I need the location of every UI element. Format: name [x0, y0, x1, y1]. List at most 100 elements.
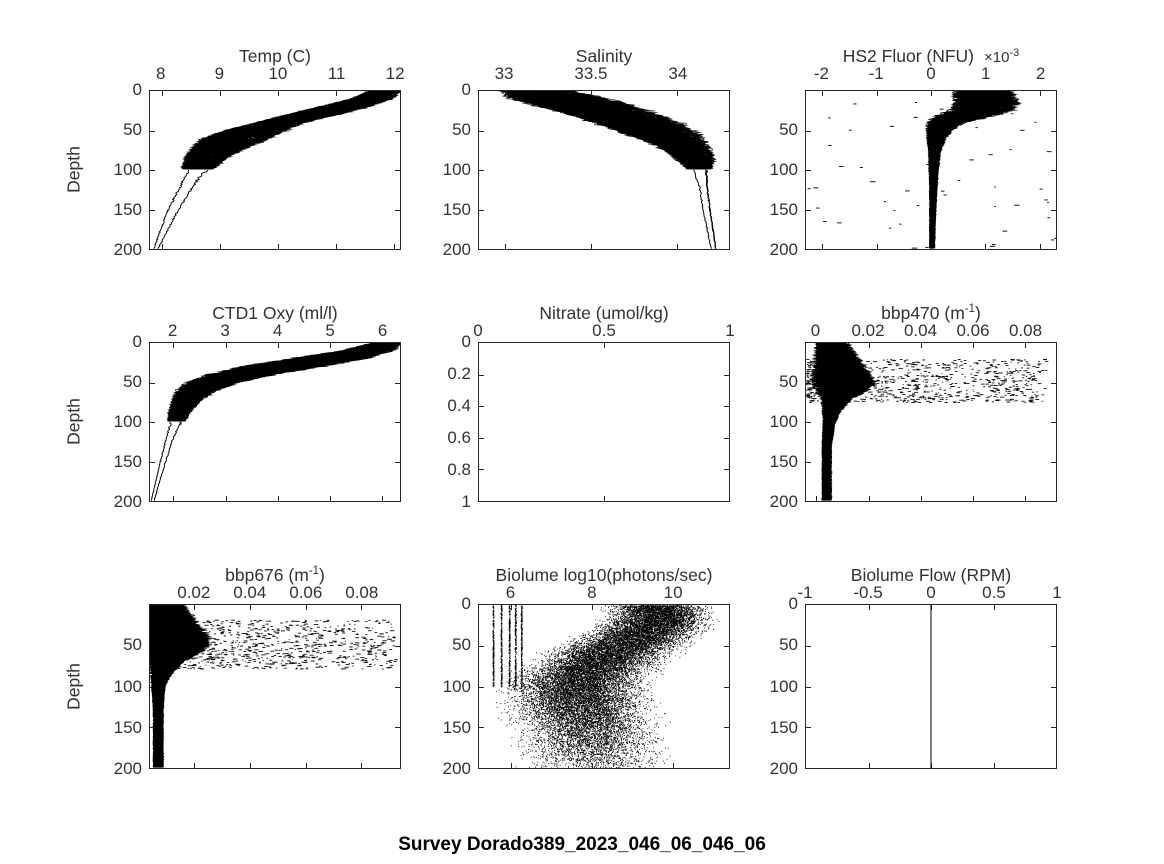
data-layer-biolume — [479, 605, 729, 768]
y-tick-label: 150 — [769, 717, 798, 737]
data-layer-hs2fluor — [806, 91, 1056, 249]
y-axis-label-temp: Depth — [63, 146, 84, 193]
x-tick-label: 0.06 — [289, 583, 323, 602]
y-tick-label: 50 — [123, 120, 142, 139]
data-layer-bbp470 — [806, 343, 1056, 501]
x-tick-label: 0.02 — [177, 583, 211, 602]
x-tick-label: 0 — [473, 321, 483, 340]
data-layer-temp — [150, 91, 400, 249]
y-tick-labels-temp: 0 50 100 150 200 — [69, 80, 142, 259]
y-tick-label: 200 — [113, 240, 142, 259]
y-tick-label: 100 — [113, 160, 142, 179]
x-tick-label: 8 — [155, 64, 166, 83]
data-layer-biolumeflow — [806, 605, 1056, 768]
x-tick-label: -1 — [797, 583, 813, 602]
y-tick-label: 150 — [769, 200, 798, 219]
y-tick-label: 0 — [461, 594, 471, 613]
plot-area-hs2fluor[interactable] — [805, 90, 1057, 250]
y-tick-label: 200 — [769, 759, 798, 778]
y-tick-label: 150 — [769, 452, 798, 471]
plot-area-ctd1oxy[interactable] — [149, 342, 401, 502]
plot-area-biolumeflow[interactable] — [805, 604, 1057, 769]
y-tick-label: 200 — [769, 492, 798, 511]
x-tick-label: 0.06 — [956, 321, 990, 340]
panel-title-temp: Temp (C) — [239, 46, 311, 66]
y-tick-label: 150 — [113, 717, 142, 737]
y-axis-tick — [479, 437, 484, 439]
x-tick-label: 3 — [220, 321, 230, 340]
x-tick-labels-nitrate: 0 0.5 1 — [473, 321, 734, 341]
x-tick-label: 34 — [668, 64, 688, 83]
y-tick-label: 50 — [123, 635, 142, 655]
y-tick-label: 100 — [113, 412, 142, 431]
panel-title-nitrate: Nitrate (umol/kg) — [539, 303, 669, 323]
plot-area-temp[interactable] — [149, 90, 401, 250]
x-tick-labels-ctd1oxy: 2 3 4 5 6 — [149, 321, 401, 341]
y-tick-labels-hs2fluor: 50 100 150 200 — [725, 90, 798, 259]
y-tick-label: 50 — [452, 120, 471, 139]
data-layer-ctd1oxy — [150, 343, 400, 501]
x-tick-label: 0.5 — [982, 583, 1006, 602]
figure-title: Survey Dorado389_2023_046_06_046_06 — [398, 834, 766, 855]
x-tick-label: 0 — [810, 321, 821, 340]
y-tick-label: 50 — [779, 372, 798, 391]
y-tick-label: 0 — [788, 594, 798, 613]
panel-title-text: bbp676 (m — [225, 565, 309, 585]
x-tick-label: -0.5 — [853, 583, 883, 602]
panel-title-tail: ) — [319, 565, 325, 585]
y-axis-tick — [479, 406, 484, 408]
x-tick-label: 10 — [268, 64, 288, 83]
x-tick-label: 10 — [663, 583, 683, 602]
y-tick-label: 150 — [442, 717, 471, 737]
y-tick-label: 200 — [113, 759, 142, 778]
y-axis-tick — [479, 374, 484, 376]
y-tick-label: 150 — [442, 200, 471, 219]
y-tick-label: 0 — [461, 80, 471, 99]
y-tick-label: 100 — [442, 160, 471, 179]
x-tick-label: 1 — [1052, 583, 1062, 602]
y-tick-label: 0 — [461, 332, 471, 351]
y-tick-labels-biolume: 0 50 100 150 200 — [398, 594, 471, 778]
panel-title-biolumeflow: Biolume Flow (RPM) — [850, 565, 1012, 585]
plot-area-bbp676[interactable] — [149, 604, 401, 769]
y-tick-label: 50 — [452, 635, 471, 655]
x-axis-tick — [604, 343, 605, 348]
y-tick-label: 100 — [769, 676, 798, 696]
x-tick-label: 33 — [494, 64, 514, 83]
x-tick-label: -1 — [868, 64, 884, 83]
x-tick-label: 2 — [167, 321, 178, 340]
plot-area-biolume[interactable] — [478, 604, 730, 769]
plot-area-bbp470[interactable] — [805, 342, 1057, 502]
x-tick-label: 5 — [325, 321, 335, 340]
x-tick-labels-biolume: 6 8 10 — [478, 583, 730, 603]
y-axis-tick — [724, 374, 729, 376]
panel-title-hs2fluor: HS2 Fluor (NFU) ×10-3 — [805, 46, 1057, 67]
x-tick-label: -2 — [813, 64, 829, 83]
y-tick-label: 150 — [113, 452, 142, 471]
y-tick-label: 1 — [461, 492, 471, 511]
y-axis-tick — [724, 437, 729, 439]
y-tick-label: 100 — [113, 676, 142, 696]
y-tick-labels-bbp470: 50 100 150 200 — [725, 342, 798, 511]
y-tick-labels-bbp676: 50 100 150 200 — [69, 604, 142, 778]
plot-area-nitrate[interactable] — [478, 342, 730, 502]
x-tick-label: 0.08 — [345, 583, 379, 602]
y-tick-label: 0.6 — [447, 428, 471, 447]
data-layer-salinity — [479, 91, 729, 249]
y-tick-label: 100 — [769, 412, 798, 431]
plot-area-salinity[interactable] — [478, 90, 730, 250]
y-tick-labels-salinity: 0 50 100 150 200 — [398, 80, 471, 259]
x-tick-label: 6 — [505, 583, 516, 602]
y-tick-label: 0 — [132, 332, 142, 351]
axis-exponent-power: -3 — [1009, 47, 1020, 59]
y-tick-label: 50 — [779, 635, 798, 655]
x-tick-labels-bbp676: 0.02 0.04 0.06 0.08 — [149, 583, 401, 603]
x-tick-labels-hs2fluor: -2 -1 0 1 2 — [805, 64, 1057, 84]
x-axis-tick — [604, 496, 605, 501]
y-tick-label: 0.8 — [447, 460, 471, 479]
y-axis-tick — [479, 469, 484, 471]
